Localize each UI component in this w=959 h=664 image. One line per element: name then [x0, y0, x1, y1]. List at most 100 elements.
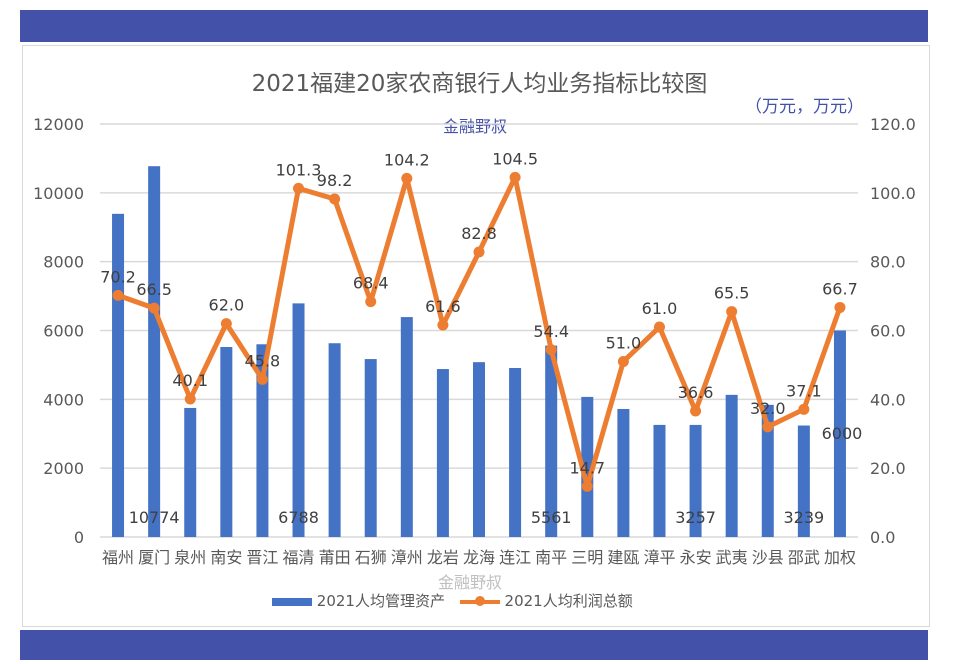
- top-band: [20, 10, 928, 42]
- line-data-label: 61.0: [642, 299, 678, 318]
- bar: [689, 424, 702, 537]
- legend: 2021人均管理资产 2021人均利润总额: [272, 590, 633, 611]
- bar: [725, 394, 738, 537]
- line-data-label: 101.3: [276, 160, 322, 179]
- left-axis-tick: 8000: [43, 253, 84, 272]
- bar: [833, 330, 846, 537]
- bar: [509, 368, 522, 537]
- category-label: 福清: [283, 548, 315, 567]
- line-point: [437, 319, 449, 331]
- bar: [400, 317, 413, 537]
- line-point: [365, 296, 377, 308]
- line-data-label: 82.8: [461, 224, 497, 243]
- bottom-band: [20, 630, 928, 660]
- bar-data-label: 6788: [278, 508, 319, 527]
- bar: [184, 407, 197, 537]
- line-point: [148, 302, 160, 314]
- bar: [148, 166, 161, 538]
- category-label: 连江: [499, 548, 531, 567]
- line-data-label: 36.6: [678, 383, 714, 402]
- category-label: 龙海: [463, 548, 495, 567]
- line-data-label: 66.7: [822, 279, 858, 298]
- line-point: [473, 246, 485, 258]
- right-axis-tick: 0.0: [870, 528, 895, 547]
- line-point: [509, 171, 521, 183]
- bar: [761, 404, 774, 537]
- line-point: [220, 318, 232, 330]
- line-data-label: 104.2: [384, 150, 430, 169]
- category-label: 武夷: [716, 548, 748, 567]
- bar: [328, 343, 341, 537]
- left-axis-tick: 6000: [43, 322, 84, 341]
- line-data-label: 14.7: [569, 458, 605, 477]
- line-point: [545, 344, 557, 356]
- line-data-label: 61.6: [425, 297, 461, 316]
- category-label: 漳平: [643, 548, 675, 567]
- right-axis-tick: 60.0: [870, 322, 906, 341]
- category-label: 石狮: [355, 548, 387, 567]
- line-point: [329, 193, 341, 205]
- bar-data-label: 3257: [675, 508, 716, 527]
- category-label: 邵武: [788, 548, 820, 567]
- chart-title: 2021福建20家农商银行人均业务指标比较图: [251, 71, 708, 97]
- line-point: [581, 480, 593, 492]
- bar: [292, 303, 305, 537]
- category-label: 泉州: [174, 548, 206, 567]
- right-axis-tick: 80.0: [870, 253, 906, 272]
- left-axis-tick: 10000: [33, 184, 84, 203]
- category-label: 南平: [535, 548, 567, 567]
- line-data-label: 68.4: [353, 274, 389, 293]
- bar: [364, 359, 377, 537]
- line-data-label: 70.2: [100, 267, 136, 286]
- bar-data-label: 5561: [531, 508, 572, 527]
- bar: [256, 344, 269, 537]
- category-label: 三明: [571, 548, 603, 567]
- line-data-label: 37.1: [786, 381, 822, 400]
- line-point: [653, 321, 665, 333]
- line-point: [112, 289, 124, 301]
- legend-bar-swatch: [272, 597, 312, 606]
- category-label: 莆田: [319, 548, 351, 567]
- line-data-label: 98.2: [317, 171, 353, 190]
- category-label: 加权: [824, 548, 856, 567]
- legend-line-label: 2021人均利润总额: [504, 592, 633, 610]
- line-data-label: 32.0: [750, 399, 786, 418]
- line-point: [184, 393, 196, 405]
- line-point: [834, 301, 846, 313]
- line-data-label: 40.1: [172, 371, 208, 390]
- line-data-label: 54.4: [533, 322, 569, 341]
- chart-frame: [22, 45, 930, 627]
- category-label: 福州: [102, 548, 134, 567]
- line-data-label: 65.5: [714, 284, 750, 303]
- left-axis-tick: 2000: [43, 459, 84, 478]
- right-axis-tick: 100.0: [870, 184, 916, 203]
- right-axis-tick: 20.0: [870, 459, 906, 478]
- bar: [617, 408, 630, 537]
- category-label: 永安: [680, 548, 712, 567]
- line-data-label: 104.5: [492, 149, 538, 168]
- category-label: 龙岩: [427, 548, 459, 567]
- bar: [653, 424, 666, 537]
- bar: [436, 369, 449, 537]
- category-label: 厦门: [138, 548, 170, 567]
- category-label: 漳州: [391, 548, 423, 567]
- category-label: 沙县: [752, 548, 784, 567]
- line-point: [617, 355, 629, 367]
- watermark: 金融野叔: [438, 573, 503, 592]
- line-point: [726, 306, 738, 318]
- line-point: [690, 405, 702, 417]
- category-label: 南安: [210, 548, 242, 567]
- legend-bar-label: 2021人均管理资产: [316, 592, 445, 610]
- category-label: 晋江: [246, 548, 278, 567]
- category-label: 建瓯: [607, 548, 639, 567]
- bar: [581, 396, 594, 537]
- bar: [545, 345, 558, 537]
- right-axis-tick: 120.0: [870, 115, 916, 134]
- line-data-label: 45.8: [245, 351, 281, 370]
- legend-line-swatch: [459, 595, 500, 606]
- line-point: [293, 182, 305, 194]
- bar: [797, 425, 810, 537]
- bar: [220, 347, 233, 537]
- bar-data-label: 6000: [822, 424, 863, 443]
